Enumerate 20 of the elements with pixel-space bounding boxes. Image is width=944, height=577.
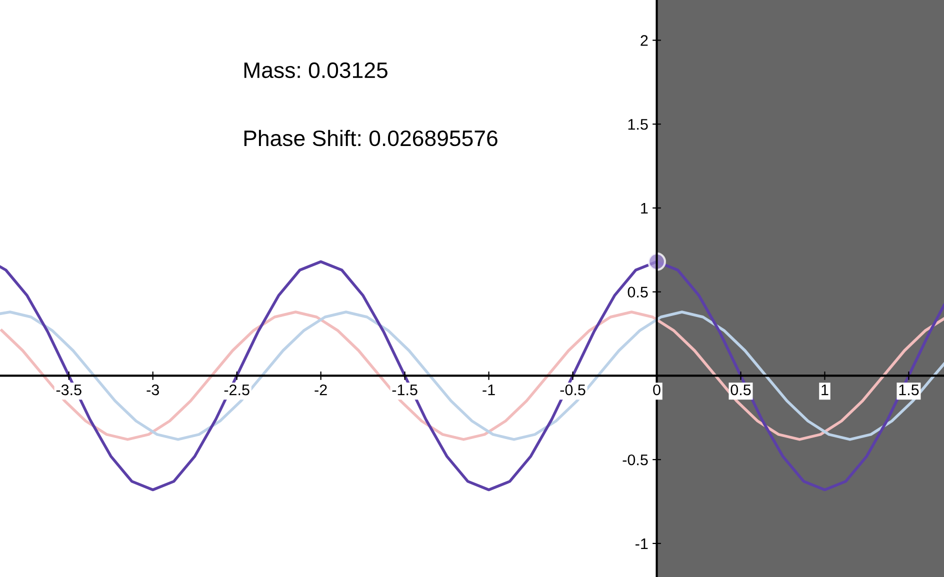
x-tick-label: -0.5: [560, 384, 586, 396]
y-tick-label: 0.5: [628, 286, 648, 298]
x-tick-label: -3.5: [56, 384, 82, 396]
annotation: Phase Shift: 0.026895576: [244, 130, 498, 146]
x-tick-label: 1.5: [899, 384, 919, 396]
x-tick-label: -2: [314, 384, 327, 396]
y-tick-label: 2: [640, 35, 648, 46]
y-tick-label: 1: [641, 203, 648, 214]
x-tick-label: -1: [482, 384, 495, 396]
x-tick-label: -3: [146, 384, 159, 396]
y-tick-label: 1.5: [628, 119, 648, 130]
x-tick-label: -2.5: [224, 384, 250, 396]
x-tick-label: 0.5: [730, 384, 751, 396]
y-tick-label: -0.5: [622, 454, 648, 466]
x-tick-label: -1.5: [392, 384, 418, 396]
line-series: [0, 310, 944, 441]
y-tick-label: -1: [636, 538, 648, 549]
x-tick-label: 1: [822, 384, 828, 396]
x-tick-label: 0: [653, 384, 660, 396]
annotation: Mass: 0.03125: [244, 62, 388, 78]
